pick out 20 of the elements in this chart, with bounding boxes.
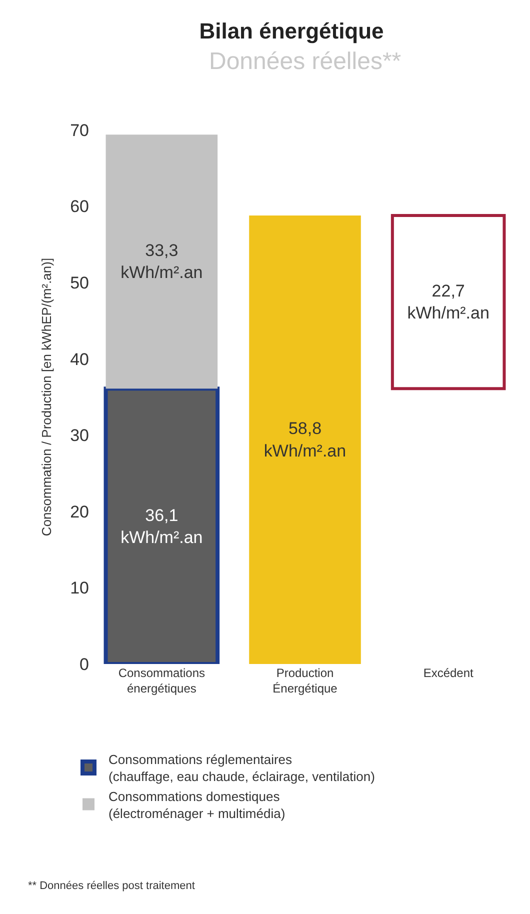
y-tick-label: 10 — [70, 578, 89, 598]
x-tick-label: Consommations énergétiques — [118, 666, 206, 696]
chart-title: Bilan énergétique — [199, 18, 384, 44]
y-axis-title: Consommation / Production [en kWhEP/(m².an)] — [39, 258, 54, 536]
y-tick-label: 40 — [70, 350, 89, 369]
text: ** Données réelles post traitement — [28, 880, 195, 892]
data-label: 58,8 kWh/m².an — [264, 419, 346, 460]
data-label: 33,3 kWh/m².an — [120, 241, 203, 282]
legend-label: Consommations réglementaires (chauffage, eau chaude, éclairage, ventilation) — [108, 752, 375, 784]
y-tick-label: 20 — [70, 502, 89, 522]
data-label: 36,1 kWh/m².an — [120, 506, 203, 547]
y-tick-label: 60 — [70, 197, 89, 216]
y-tick-label: 30 — [70, 426, 89, 446]
x-tick-label: Production Énergétique — [272, 666, 338, 696]
legend-label: Consommations domestiques (électroménager + multimédia) — [108, 788, 286, 821]
y-tick-label: 0 — [80, 654, 89, 674]
y-tick-label: 50 — [70, 274, 89, 293]
y-tick-label: 70 — [70, 120, 89, 140]
x-tick-label: Excédent — [423, 666, 474, 680]
data-label: 22,7 kWh/m².an — [407, 281, 490, 323]
